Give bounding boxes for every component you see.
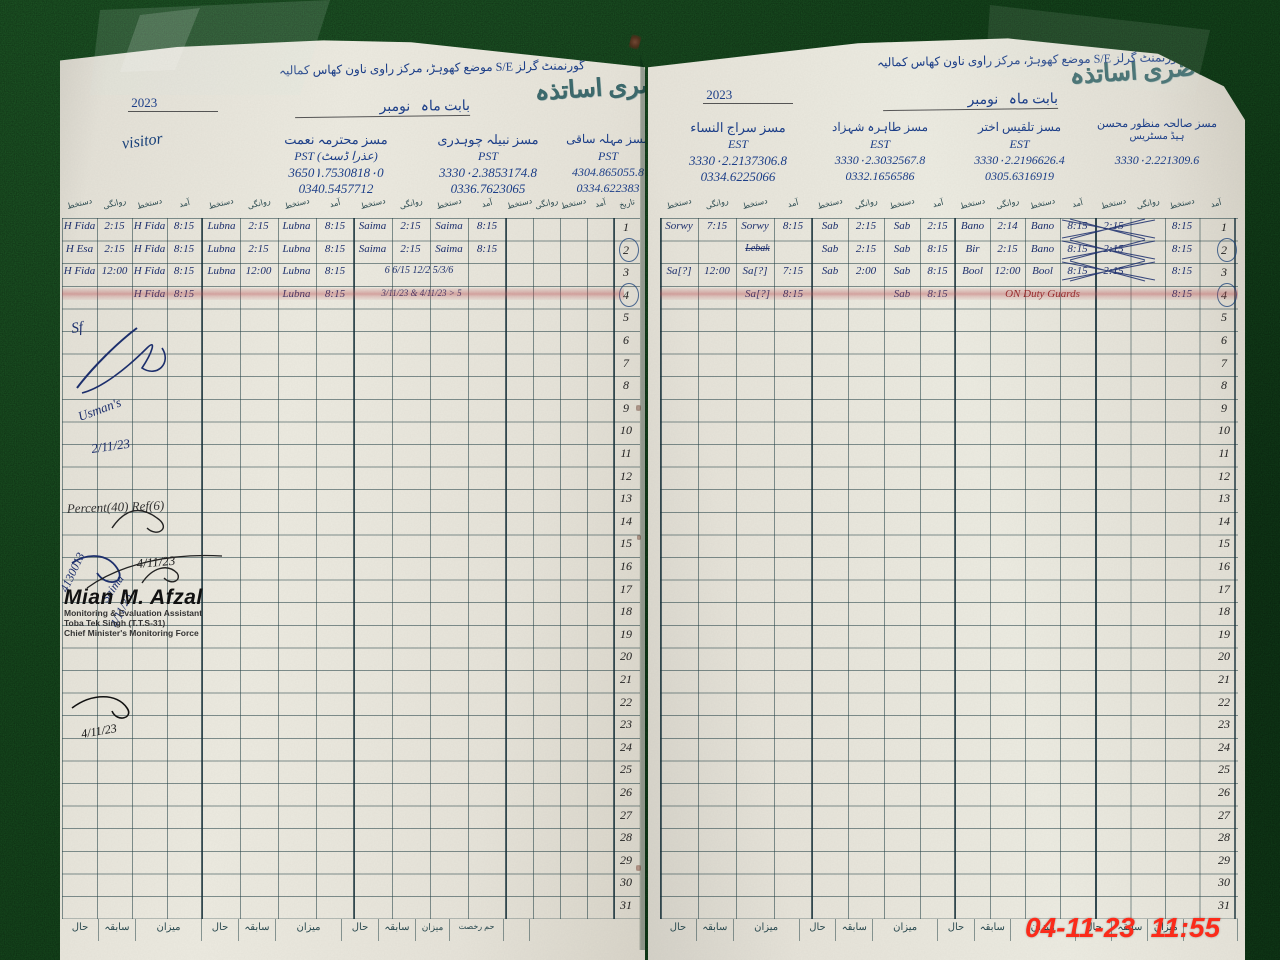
svg-text:Usman's: Usman's bbox=[76, 394, 123, 423]
svg-text:4/11/23: 4/11/23 bbox=[80, 721, 118, 741]
svg-text:Sf: Sf bbox=[70, 319, 86, 337]
svg-text:2/11/23: 2/11/23 bbox=[90, 436, 131, 456]
